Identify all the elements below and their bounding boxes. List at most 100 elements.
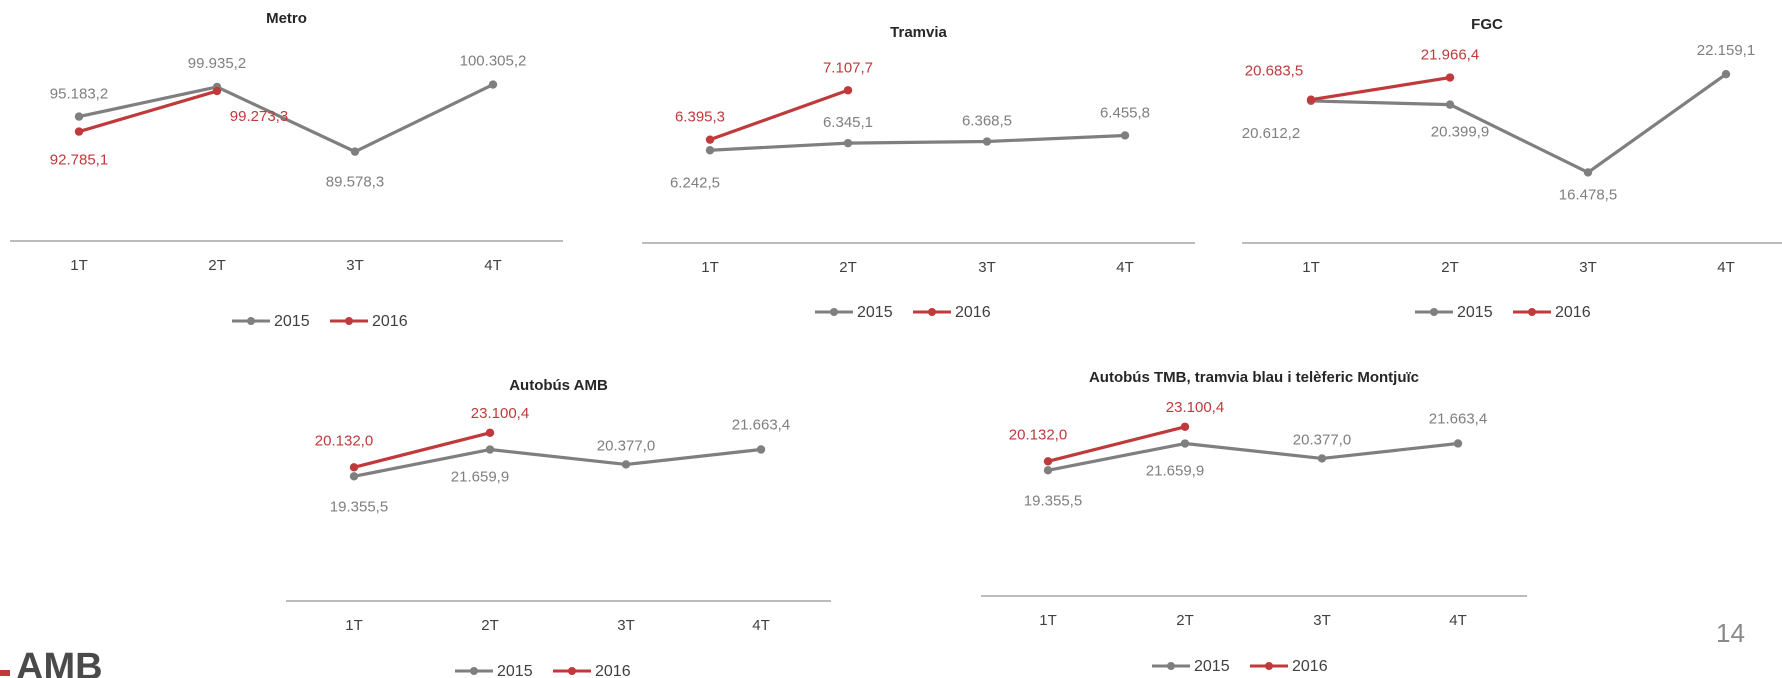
data-point-2015 xyxy=(1043,466,1053,475)
x-tick-label: 2T xyxy=(208,257,226,274)
data-point-2015 xyxy=(74,112,84,121)
series-line-2016 xyxy=(78,89,218,134)
data-label-2016: 92.785,1 xyxy=(50,152,108,169)
legend-marker-2016 xyxy=(1528,308,1536,316)
x-tick-label: 3T xyxy=(346,257,364,274)
series-line-2015 xyxy=(709,133,1126,152)
data-point-2015 xyxy=(982,137,992,146)
data-point-2016 xyxy=(1043,457,1053,466)
data-label-2015: 21.659,9 xyxy=(451,469,509,486)
data-label-2015: 20.399,9 xyxy=(1431,124,1489,141)
x-tick-label: 2T xyxy=(1441,259,1459,276)
logo-mark xyxy=(0,670,10,676)
series-line-2015 xyxy=(1310,72,1727,175)
data-label-2015: 21.663,4 xyxy=(1429,410,1487,427)
data-point-2016 xyxy=(212,86,222,96)
x-tick-label: 3T xyxy=(1313,612,1331,629)
data-point-2015 xyxy=(1317,454,1327,463)
data-point-2016 xyxy=(349,463,359,472)
x-tick-label: 1T xyxy=(345,617,363,634)
data-label-2015: 6.368,5 xyxy=(962,113,1012,130)
data-label-2016: 23.100,4 xyxy=(1166,399,1224,416)
legend-label-2016: 2016 xyxy=(1555,304,1591,321)
data-label-2015: 19.355,5 xyxy=(330,498,388,515)
x-tick-label: 3T xyxy=(1579,259,1597,276)
data-label-2016: 6.395,3 xyxy=(675,109,725,126)
chart-2: Tramvia 1T 2T 3T 4T 6.242,5 6.345,1 6.368,5 6.45… xyxy=(642,24,1195,321)
data-point-2015 xyxy=(350,147,360,156)
series-line-2016 xyxy=(1310,75,1451,102)
chart-title: Tramvia xyxy=(890,24,947,41)
chart-3: FGC 1T 2T 3T 4T 20.612,2 20.399,9 16.478,5 22.15… xyxy=(1242,16,1782,321)
data-label-2016: 20.683,5 xyxy=(1245,63,1303,80)
data-label-2015: 95.183,2 xyxy=(50,86,108,103)
data-point-2015 xyxy=(705,146,715,155)
x-tick-label: 4T xyxy=(484,257,502,274)
logo-text: AMB xyxy=(16,648,103,678)
x-tick-label: 4T xyxy=(1449,612,1467,629)
data-point-2015 xyxy=(756,445,766,454)
data-point-2015 xyxy=(1721,69,1731,79)
data-label-2016: 20.132,0 xyxy=(315,432,373,449)
legend-label-2015: 2015 xyxy=(274,313,310,330)
legend-label-2015: 2015 xyxy=(1457,304,1493,321)
legend-marker-2015 xyxy=(830,308,838,316)
data-point-2015 xyxy=(488,80,498,89)
series-line-2015 xyxy=(1047,441,1459,472)
data-label-2015: 20.612,2 xyxy=(1242,125,1300,142)
data-point-2015 xyxy=(1120,131,1130,140)
data-point-2016 xyxy=(705,135,715,144)
x-tick-label: 4T xyxy=(1717,259,1735,276)
x-tick-label: 1T xyxy=(701,259,719,276)
series-line-2016 xyxy=(353,431,491,469)
legend-marker-2016 xyxy=(345,317,353,325)
x-tick-label: 3T xyxy=(617,617,635,634)
legend-label-2016: 2016 xyxy=(595,663,631,678)
data-point-2015 xyxy=(621,460,631,469)
series-line-2015 xyxy=(78,83,494,154)
x-tick-label: 2T xyxy=(839,259,857,276)
chart-5: Autobús TMB, tramvia blau i telèferic Mo… xyxy=(981,369,1527,675)
series-line-2015 xyxy=(353,447,762,478)
series-line-2016 xyxy=(709,88,849,142)
data-label-2016: 99.273,3 xyxy=(230,108,288,125)
legend-marker-2015 xyxy=(1430,308,1438,316)
legend-label-2015: 2015 xyxy=(497,663,533,678)
data-point-2016 xyxy=(843,86,853,95)
data-label-2015: 89.578,3 xyxy=(326,174,384,191)
legend-label-2016: 2016 xyxy=(955,304,991,321)
data-point-2015 xyxy=(1445,100,1455,109)
legend-label-2015: 2015 xyxy=(857,304,893,321)
data-point-2016 xyxy=(74,127,84,136)
data-label-2015: 6.455,8 xyxy=(1100,104,1150,121)
x-tick-label: 2T xyxy=(1176,612,1194,629)
x-tick-label: 1T xyxy=(1302,259,1320,276)
legend-label-2016: 2016 xyxy=(1292,658,1328,675)
data-label-2015: 99.935,2 xyxy=(188,55,246,72)
data-label-2015: 20.377,0 xyxy=(1293,431,1351,448)
data-point-2015 xyxy=(843,138,853,148)
data-label-2015: 21.659,9 xyxy=(1146,463,1204,480)
data-point-2015 xyxy=(485,445,495,454)
chart-title: Autobús TMB, tramvia blau i telèferic Mo… xyxy=(1089,369,1419,386)
data-label-2015: 19.355,5 xyxy=(1024,492,1082,509)
data-label-2016: 20.132,0 xyxy=(1009,426,1067,443)
legend-label-2016: 2016 xyxy=(372,313,408,330)
data-label-2016: 21.966,4 xyxy=(1421,47,1479,64)
legend-marker-2016 xyxy=(568,667,576,675)
legend-marker-2015 xyxy=(470,667,478,675)
data-label-2016: 23.100,4 xyxy=(471,405,529,422)
amb-logo: AMB xyxy=(0,648,120,678)
data-point-2016 xyxy=(1306,95,1316,104)
data-label-2015: 16.478,5 xyxy=(1559,186,1617,203)
data-label-2015: 100.305,2 xyxy=(460,53,527,70)
chart-title: FGC xyxy=(1471,16,1503,33)
x-tick-label: 2T xyxy=(481,617,499,634)
legend-marker-2016 xyxy=(1265,662,1273,670)
data-point-2015 xyxy=(349,472,359,481)
chart-title: Autobús AMB xyxy=(509,377,608,394)
data-point-2015 xyxy=(1180,439,1190,448)
x-tick-label: 4T xyxy=(1116,259,1134,276)
x-tick-label: 1T xyxy=(70,257,88,274)
